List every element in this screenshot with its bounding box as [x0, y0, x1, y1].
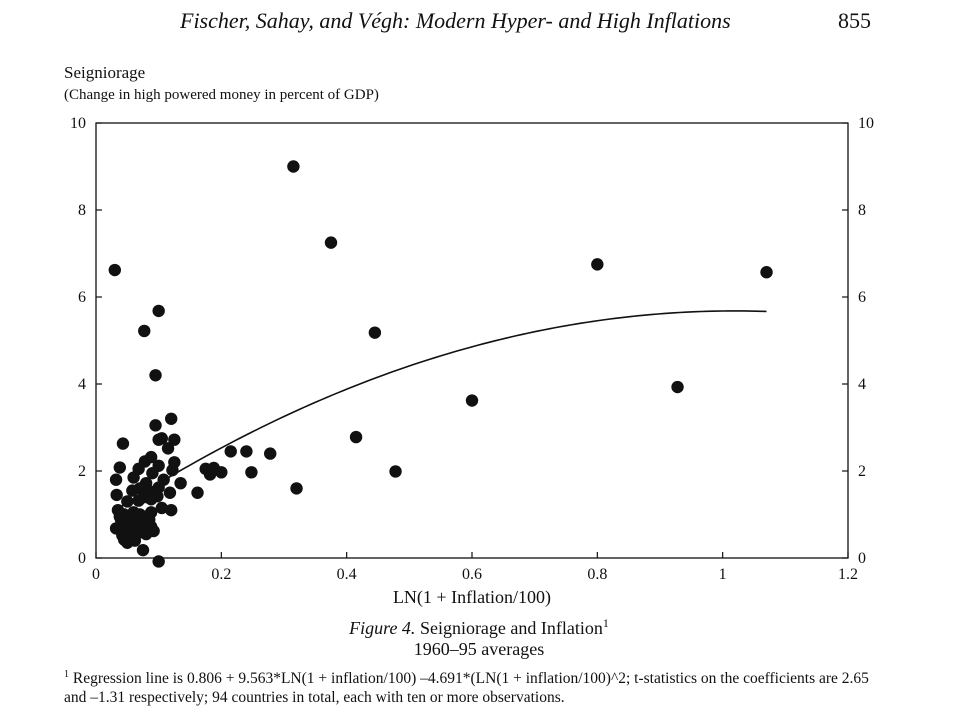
figure-caption: Figure 4. Seigniorage and Inflation1: [0, 616, 958, 639]
y-tick-label-right: 2: [858, 463, 866, 480]
y-tick-label: 2: [78, 463, 86, 480]
y-tick-label: 10: [70, 115, 86, 132]
x-tick-label: 1.2: [838, 566, 858, 583]
scatter-chart: Seigniorage (Change in high powered mone…: [64, 63, 874, 608]
y-tick-label: 6: [78, 289, 86, 306]
scatter-point: [161, 442, 175, 455]
scatter-point: [224, 445, 237, 458]
scatter-point: [139, 527, 153, 541]
scatter-point: [324, 236, 338, 249]
x-tick-label: 0.6: [462, 566, 482, 583]
x-tick-label: 0: [92, 566, 100, 583]
scatter-point: [168, 433, 181, 446]
scatter-point: [138, 324, 151, 338]
scatter-point: [155, 501, 168, 515]
figure-subtitle: 1960–95 averages: [413, 639, 545, 659]
plot-frame: [95, 122, 849, 559]
scatter-point: [126, 484, 139, 497]
y-tick-label: 0: [78, 550, 86, 567]
scatter-point: [264, 447, 277, 460]
scatter-point: [165, 412, 178, 425]
scatter-point: [591, 258, 604, 271]
scatter-point: [132, 494, 145, 507]
scatter-point: [163, 486, 177, 499]
scatter-point: [116, 437, 130, 450]
y-tick-label-right: 0: [858, 550, 866, 567]
footnote-text: Regression line is 0.806 + 9.563*LN(1 + …: [64, 670, 869, 706]
scatter-point: [144, 493, 158, 506]
scatter-point: [174, 476, 187, 490]
figure-title: Seigniorage and Inflation: [419, 618, 603, 638]
scatter-point: [165, 503, 178, 517]
scatter-point: [152, 433, 165, 446]
scatter-point: [166, 463, 179, 477]
x-tick-label: 1: [719, 566, 727, 583]
y-tick-label-right: 8: [858, 202, 866, 219]
scatter-point: [121, 495, 134, 508]
scatter-point: [203, 468, 217, 481]
page-number: 855: [838, 8, 871, 33]
footnote-marker: 1: [64, 668, 69, 680]
scatter-point: [110, 488, 123, 502]
scatter-point: [152, 555, 165, 568]
scatter-point: [349, 430, 363, 444]
figure-label: Figure 4.: [349, 618, 416, 638]
scatter-point: [127, 471, 140, 484]
scatter-point: [121, 536, 134, 549]
scatter-point: [290, 482, 303, 495]
scatter-point: [368, 326, 382, 339]
caption-footnote-ref: 1: [602, 616, 609, 630]
scatter-point: [245, 466, 258, 479]
scatter-point: [671, 380, 684, 394]
x-axis-title: LN(1 + Inflation/100): [393, 587, 551, 608]
scatter-point: [152, 304, 165, 318]
scatter-point: [215, 466, 228, 479]
data-points: [108, 160, 773, 568]
x-tick-label: 0.8: [587, 566, 607, 583]
scatter-point: [108, 263, 122, 277]
scatter-point: [465, 394, 479, 407]
x-tick-label: 0.4: [337, 566, 357, 583]
regression-line: [114, 310, 767, 512]
scatter-point: [240, 445, 253, 458]
scatter-point: [149, 369, 162, 382]
y-axis-title: Seigniorage: [64, 63, 145, 82]
x-tick-label: 0.2: [211, 566, 231, 583]
scatter-point: [389, 465, 402, 478]
y-tick-label-right: 10: [858, 115, 874, 132]
y-axis-subtitle: (Change in high powered money in percent…: [64, 87, 379, 103]
axis-ticks: 0 0.2 0.4 0.6 0.8 1 1.20 02 24 46 68 810 10: [70, 115, 874, 583]
y-tick-label-right: 6: [858, 289, 866, 306]
scatter-point: [149, 419, 162, 432]
y-tick-label: 4: [78, 376, 86, 393]
scatter-point: [113, 461, 127, 474]
y-tick-label-right: 4: [858, 376, 866, 393]
running-title: Fischer, Sahay, and Végh: Modern Hyper- …: [180, 8, 731, 33]
scatter-point: [109, 473, 123, 486]
scatter-point: [191, 486, 204, 499]
scatter-point: [287, 160, 300, 173]
footnote: 1 Regression line is 0.806 + 9.563*LN(1 …: [64, 669, 894, 707]
scatter-point: [136, 543, 150, 557]
scatter-point: [760, 266, 773, 279]
scatter-point: [113, 510, 127, 523]
running-head: Fischer, Sahay, and Végh: Modern Hyper- …: [0, 8, 958, 38]
scatter-point: [146, 466, 159, 480]
y-tick-label: 8: [78, 202, 86, 219]
